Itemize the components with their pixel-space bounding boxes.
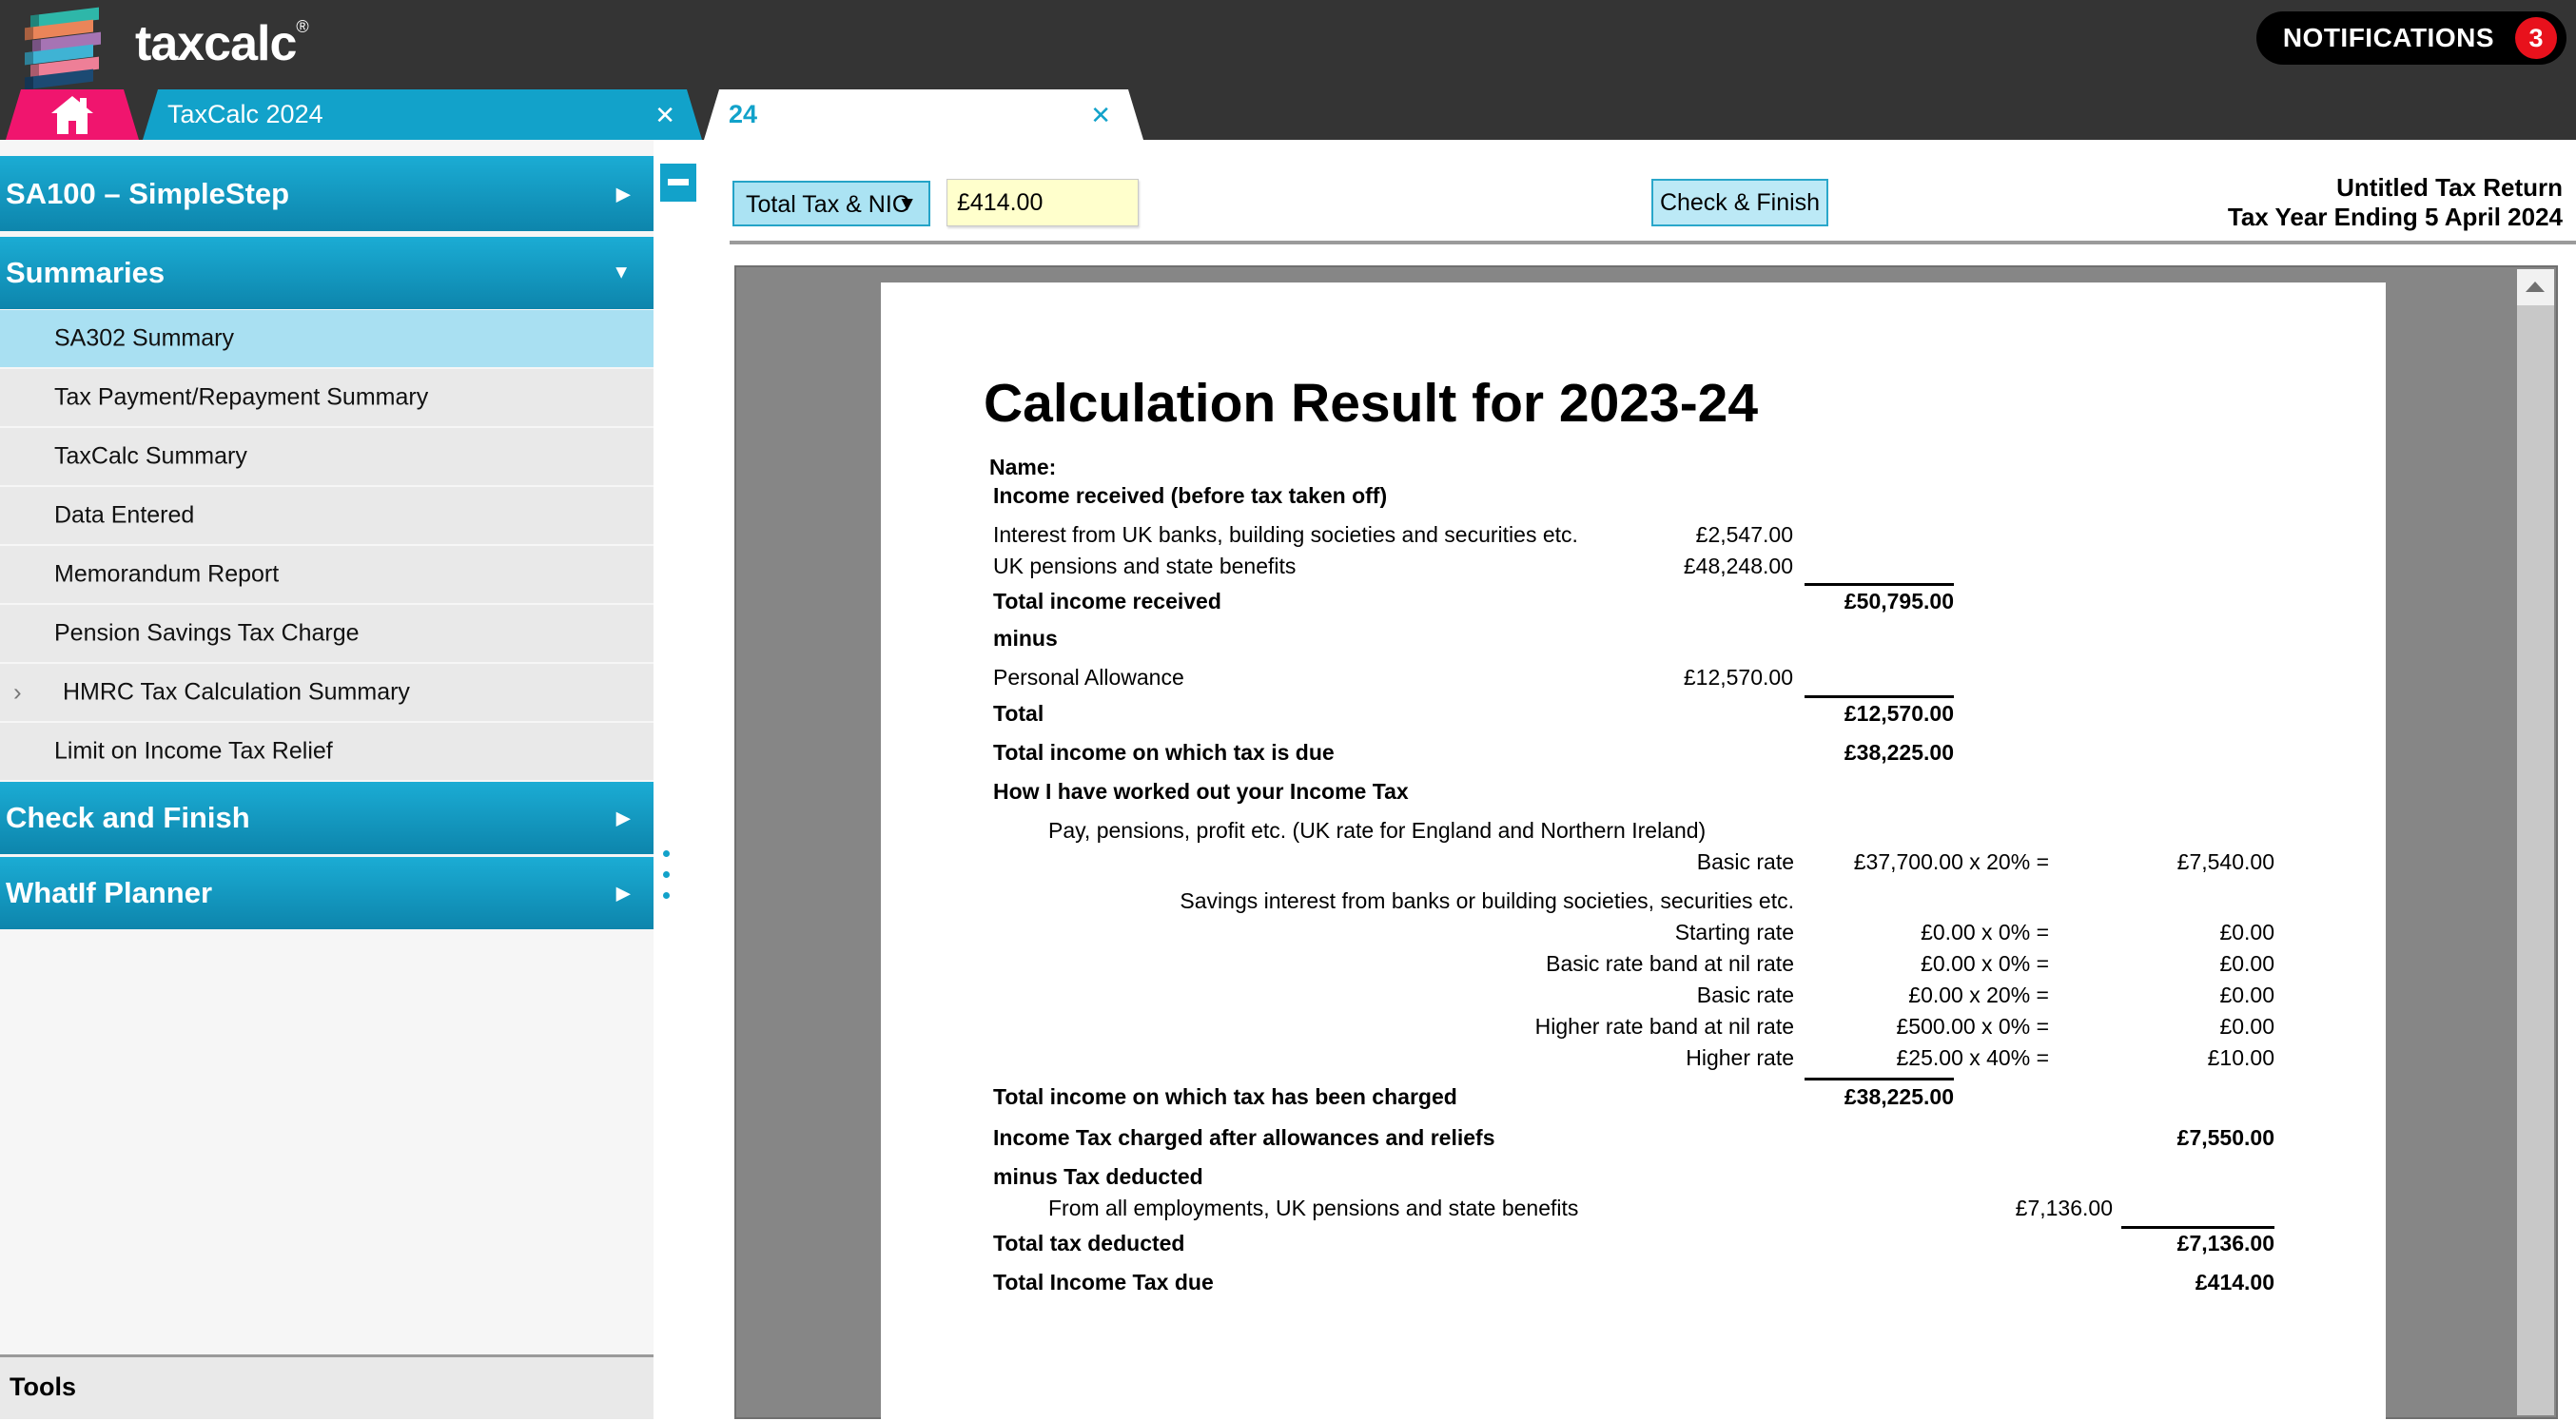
sidebar: SA100 – SimpleStep ▶ Summaries ▼ SA302 S… — [0, 140, 654, 1419]
chevron-right-icon: › — [13, 678, 22, 708]
registered-mark: ® — [296, 17, 307, 36]
tab-taxcalc-2024-label: TaxCalc 2024 — [167, 100, 323, 129]
notifications-button[interactable]: NOTIFICATIONS 3 — [2256, 11, 2566, 65]
sidebar-item-sa302-summary[interactable]: SA302 Summary — [0, 310, 654, 367]
home-icon — [51, 96, 93, 134]
chevron-down-icon: ▼ — [612, 263, 631, 284]
scrollbar-thumb[interactable] — [2517, 305, 2554, 1415]
chevron-right-icon: ▶ — [616, 882, 631, 905]
report-title: Calculation Result for 2023-24 — [984, 372, 1758, 435]
dropdown-arrow-icon: ▼ — [897, 193, 917, 216]
sidebar-section-summaries[interactable]: Summaries ▼ — [0, 237, 654, 309]
tab-24-label: 24 — [729, 100, 757, 129]
tax-year-label: Tax Year Ending 5 April 2024 — [2228, 203, 2563, 232]
doc-row: Total income on which tax has been charg… — [881, 1084, 2386, 1117]
chevron-right-icon: ▶ — [616, 182, 631, 205]
total-tax-amount-field[interactable]: £414.00 — [946, 179, 1139, 226]
doc-row: Name: — [881, 455, 2386, 487]
doc-row: Interest from UK banks, building societi… — [881, 522, 2386, 555]
sidebar-tools-section[interactable]: Tools — [0, 1354, 654, 1419]
tab-home[interactable] — [6, 89, 139, 140]
top-header-bar: taxcalc® NOTIFICATIONS 3 TaxCalc 2024 ✕ … — [0, 0, 2576, 140]
doc-row: Total income on which tax is due £38,225… — [881, 740, 2386, 772]
doc-row: Higher rate band at nil rate £500.00 x 0… — [881, 1014, 2386, 1046]
sidebar-splitter-handle[interactable] — [663, 850, 671, 904]
sidebar-item-hmrc-tax-calculation-summary[interactable]: › HMRC Tax Calculation Summary — [0, 664, 654, 721]
doc-row: minus — [881, 626, 2386, 658]
check-and-finish-button[interactable]: Check & Finish — [1651, 179, 1828, 226]
return-info: Untitled Tax Return Tax Year Ending 5 Ap… — [2228, 173, 2563, 232]
total-tax-amount-value: £414.00 — [957, 189, 1043, 217]
doc-row: minus Tax deducted — [881, 1164, 2386, 1197]
tools-label: Tools — [10, 1372, 76, 1402]
calculation-report-page: Calculation Result for 2023-24 Name: Inc… — [881, 282, 2386, 1421]
vertical-scrollbar[interactable] — [2517, 269, 2554, 1415]
sidebar-item-limit-on-income-tax-relief[interactable]: Limit on Income Tax Relief — [0, 723, 654, 780]
doc-row: Savings interest from banks or building … — [881, 888, 2386, 921]
sidebar-collapse-button[interactable] — [660, 164, 696, 202]
doc-row: Total income received £50,795.00 — [881, 589, 2386, 621]
chevron-right-icon: ▶ — [616, 807, 631, 830]
notifications-count-badge: 3 — [2515, 17, 2557, 59]
sum-rule — [1805, 583, 1954, 586]
arrow-up-icon — [2526, 282, 2545, 292]
sum-rule — [1805, 1078, 1954, 1080]
summary-type-dropdown-value: Total Tax & NIC — [746, 191, 909, 219]
minus-icon — [668, 179, 689, 185]
toolbar-divider — [730, 241, 2576, 244]
sidebar-section-sa100-simplestep[interactable]: SA100 – SimpleStep ▶ — [0, 156, 654, 231]
doc-row: Total Income Tax due £414.00 — [881, 1270, 2386, 1302]
tab-24-active[interactable]: 24 ✕ — [704, 89, 1143, 140]
doc-row: Pay, pensions, profit etc. (UK rate for … — [881, 818, 2386, 850]
doc-row: Basic rate band at nil rate £0.00 x 0% =… — [881, 951, 2386, 983]
doc-row: Total £12,570.00 — [881, 701, 2386, 733]
sidebar-section-check-and-finish[interactable]: Check and Finish ▶ — [0, 782, 654, 854]
scroll-up-button[interactable] — [2517, 269, 2554, 303]
sidebar-item-pension-savings-tax-charge[interactable]: Pension Savings Tax Charge — [0, 605, 654, 662]
doc-row: Income received (before tax taken off) — [881, 483, 2386, 516]
doc-row: Starting rate £0.00 x 0% = £0.00 — [881, 920, 2386, 952]
tab-taxcalc-2024-close-icon[interactable]: ✕ — [654, 101, 675, 130]
check-and-finish-label: Check and Finish — [6, 801, 250, 835]
doc-row: UK pensions and state benefits £48,248.0… — [881, 554, 2386, 586]
document-viewer: Calculation Result for 2023-24 Name: Inc… — [734, 265, 2558, 1419]
sidebar-item-tax-payment-repayment-summary[interactable]: Tax Payment/Repayment Summary — [0, 369, 654, 426]
sidebar-item-taxcalc-summary[interactable]: TaxCalc Summary — [0, 428, 654, 485]
sum-rule — [2121, 1226, 2274, 1229]
doc-row: Total tax deducted £7,136.00 — [881, 1231, 2386, 1263]
taxcalc-logo: taxcalc® — [17, 6, 550, 93]
doc-row: Higher rate £25.00 x 40% = £10.00 — [881, 1045, 2386, 1078]
doc-row: From all employments, UK pensions and st… — [881, 1196, 2386, 1228]
tab-taxcalc-2024[interactable]: TaxCalc 2024 ✕ — [143, 89, 702, 140]
notifications-label: NOTIFICATIONS — [2283, 23, 2494, 53]
return-title: Untitled Tax Return — [2228, 173, 2563, 203]
summary-type-dropdown[interactable]: Total Tax & NIC ▼ — [732, 181, 930, 226]
logo-wordmark: taxcalc® — [135, 15, 308, 72]
doc-row: Income Tax charged after allowances and … — [881, 1125, 2386, 1158]
doc-row: Basic rate £37,700.00 x 20% = £7,540.00 — [881, 849, 2386, 882]
sidebar-item-memorandum-report[interactable]: Memorandum Report — [0, 546, 654, 603]
doc-row: Personal Allowance £12,570.00 — [881, 665, 2386, 697]
sidebar-item-data-entered[interactable]: Data Entered — [0, 487, 654, 544]
logo-stack-icon — [17, 10, 122, 88]
doc-row: Basic rate £0.00 x 20% = £0.00 — [881, 983, 2386, 1015]
tab-24-close-icon[interactable]: ✕ — [1090, 101, 1111, 130]
doc-row: How I have worked out your Income Tax — [881, 779, 2386, 811]
sa100-label: SA100 – SimpleStep — [6, 177, 289, 211]
sum-rule — [1805, 695, 1954, 698]
summaries-label: Summaries — [6, 256, 165, 290]
whatif-planner-label: WhatIf Planner — [6, 876, 212, 910]
sidebar-section-whatif-planner[interactable]: WhatIf Planner ▶ — [0, 857, 654, 929]
